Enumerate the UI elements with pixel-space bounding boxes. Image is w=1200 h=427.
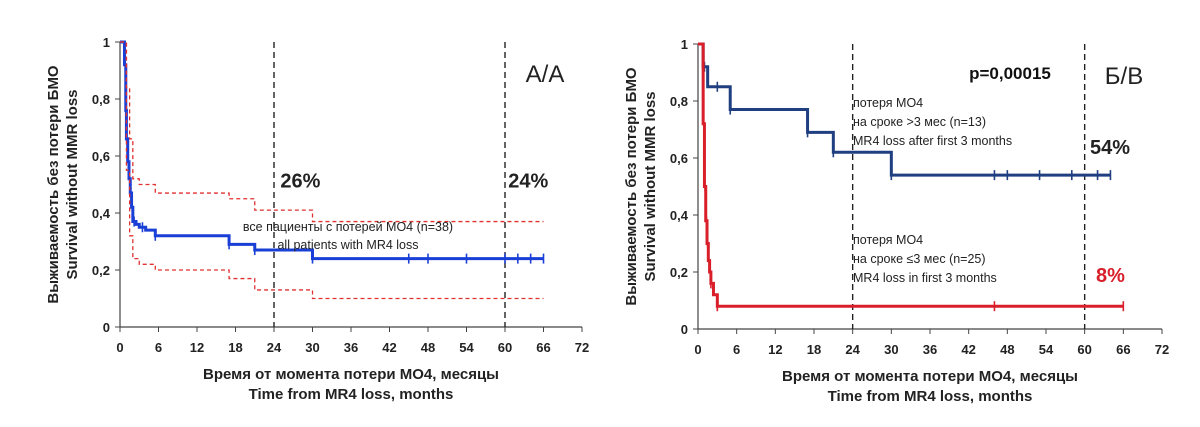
- series-line-3: [120, 41, 544, 300]
- p-value: p=0,00015: [969, 64, 1051, 83]
- x-tick-label: 0: [116, 340, 123, 355]
- x-axis-title-english: Time from MR4 loss, months: [249, 386, 454, 403]
- x-tick-label: 0: [694, 342, 701, 357]
- y-tick-label: 0: [103, 320, 110, 335]
- x-tick-label: 54: [1039, 342, 1054, 357]
- x-tick-label: 6: [733, 342, 740, 357]
- series-label-english: MR4 loss after first 3 months: [853, 134, 1012, 148]
- x-tick-label: 36: [344, 340, 358, 355]
- x-tick-label: 54: [459, 340, 474, 355]
- survival-percent-label: 26%: [280, 170, 320, 192]
- y-axis-title: Выживаемость без потери БМО: [45, 65, 62, 304]
- y-tick-label: 0,6: [92, 149, 110, 164]
- y-axis-title-english: Survival without MMR loss: [64, 89, 81, 279]
- panel-label: Б/В: [1105, 63, 1143, 90]
- x-tick-label: 30: [305, 340, 319, 355]
- x-tick-label: 12: [768, 342, 782, 357]
- x-axis-title: Время от момента потери МО4, месяцы: [203, 366, 499, 383]
- x-tick-label: 36: [923, 342, 937, 357]
- x-tick-label: 66: [1116, 342, 1130, 357]
- x-axis-title: Время от момента потери МО4, месяцы: [782, 368, 1078, 385]
- final-survival-percent: 8%: [1096, 265, 1125, 287]
- x-tick-label: 48: [421, 340, 435, 355]
- y-tick-label: 1: [681, 37, 688, 52]
- y-tick-label: 0,2: [92, 263, 110, 278]
- x-tick-label: 6: [155, 340, 162, 355]
- x-tick-label: 42: [961, 342, 975, 357]
- y-tick-label: 0,4: [670, 208, 689, 223]
- x-tick-label: 18: [228, 340, 242, 355]
- series-label-line1: потеря МО4: [853, 96, 923, 110]
- series-label-english: all patients with MR4 loss: [277, 238, 418, 252]
- y-tick-label: 0,8: [92, 92, 110, 107]
- series-label-line2: на сроке ≤3 мес (n=25): [853, 252, 986, 266]
- survival-percent-label: 24%: [508, 170, 548, 192]
- chart-panel-2: 0 0,2 0,4 0,6 0,8 1 0 6 12 18 24 30 36 42 48 54 60 66 72 Б/…: [623, 37, 1169, 405]
- final-survival-percent: 54%: [1090, 137, 1130, 159]
- x-tick-label: 42: [382, 340, 396, 355]
- series-label-line1: потеря МО4: [853, 233, 923, 247]
- y-tick-label: 0,4: [92, 206, 111, 221]
- x-tick-label: 30: [884, 342, 898, 357]
- x-axis-title-english: Time from MR4 loss, months: [828, 388, 1033, 405]
- x-tick-label: 60: [498, 340, 512, 355]
- x-tick-label: 66: [536, 340, 550, 355]
- series-label: все пациенты с потерей МО4 (n=38): [243, 220, 453, 234]
- x-tick-label: 48: [1000, 342, 1014, 357]
- y-tick-label: 0,8: [670, 94, 688, 109]
- x-tick-label: 24: [267, 340, 282, 355]
- panel-label: А/А: [526, 61, 565, 88]
- y-tick-label: 0,2: [670, 265, 688, 280]
- chart-panel-1: 0 0,2 0,4 0,6 0,8 1 0 6 12 18 24 30 36 42 48 54 60 66 72 А/…: [45, 35, 589, 403]
- x-tick-label: 72: [1155, 342, 1169, 357]
- series-label-english: MR4 loss in first 3 months: [853, 271, 997, 285]
- series-line-2: [120, 41, 544, 223]
- x-tick-label: 24: [845, 342, 860, 357]
- x-tick-label: 18: [807, 342, 821, 357]
- x-tick-label: 12: [190, 340, 204, 355]
- x-tick-label: 60: [1077, 342, 1091, 357]
- x-tick-label: 72: [575, 340, 589, 355]
- y-tick-label: 0: [681, 322, 688, 337]
- y-tick-label: 0,6: [670, 151, 688, 166]
- y-axis-title-english: Survival without MMR loss: [642, 91, 659, 281]
- series-label-line2: на сроке >3 мес (n=13): [853, 115, 986, 129]
- y-tick-label: 1: [103, 35, 110, 50]
- y-axis-title: Выживаемость без потери БМО: [623, 67, 640, 306]
